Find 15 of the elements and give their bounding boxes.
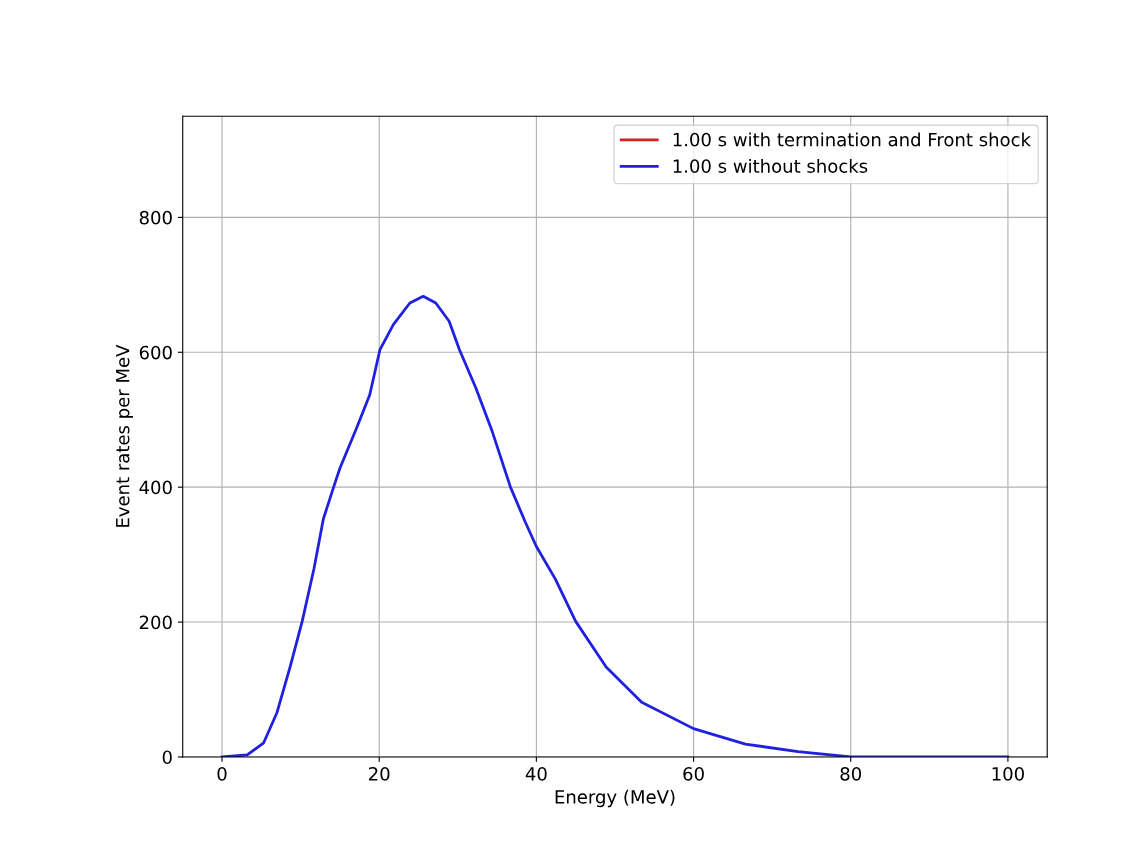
x-tick-label: 100 (992, 767, 1024, 781)
y-tick-label: 400 (139, 480, 172, 495)
x-tick-label: 0 (217, 767, 227, 781)
x-tick-label: 60 (683, 767, 704, 781)
x-tick-label: 80 (840, 767, 862, 781)
legend-label: 1.00 s with termination and Front shock (673, 132, 1031, 147)
legend-label: 1.00 s without shocks (673, 158, 868, 173)
x-tick-label: 20 (369, 767, 390, 781)
y-tick-label: 800 (139, 210, 172, 225)
y-tick-label: 200 (139, 615, 172, 630)
x-tick-label: 40 (525, 767, 547, 781)
x-axis-title: Energy (MeV) (555, 789, 675, 808)
y-tick-label: 0 (162, 750, 172, 765)
y-tick-label: 600 (139, 345, 172, 360)
y-axis-title: Event rates per MeV (116, 344, 133, 527)
